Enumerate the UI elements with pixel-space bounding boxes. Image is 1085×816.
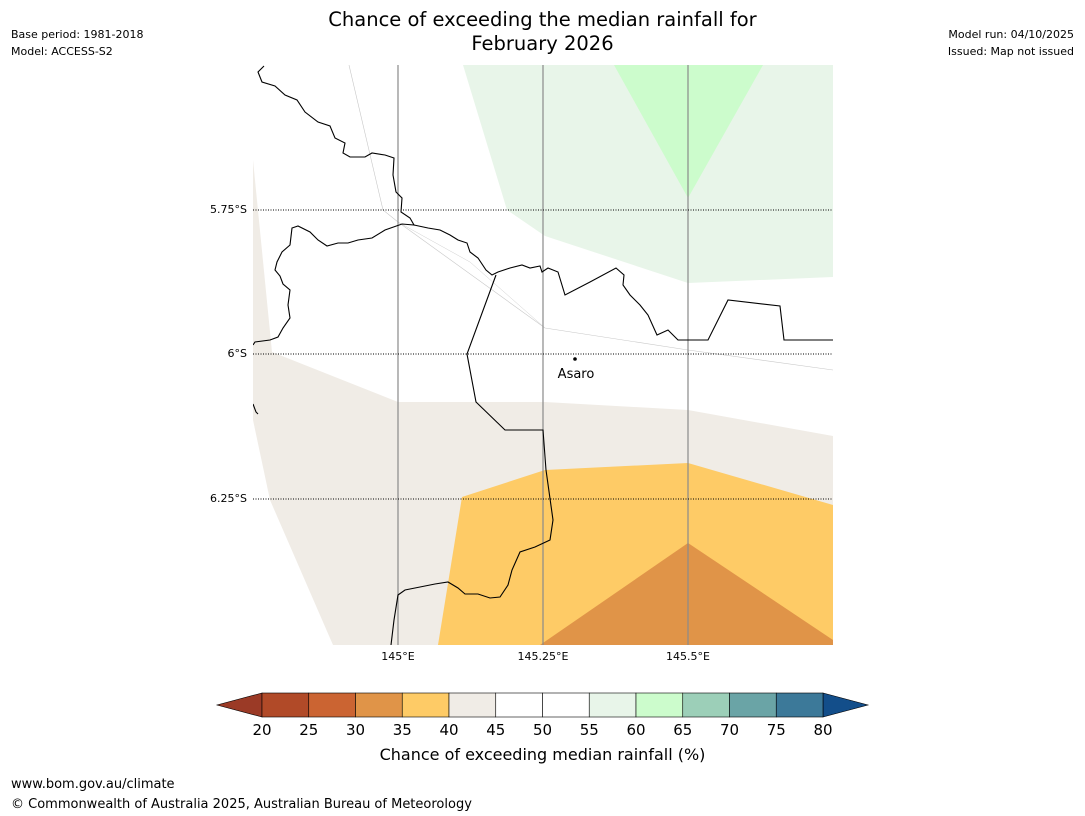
map-layers: Asaro <box>253 65 833 645</box>
colorbar-bins <box>215 692 870 718</box>
colorbar-over-arrow <box>822 692 870 718</box>
footer: www.bom.gov.au/climate © Commonwealth of… <box>11 775 472 815</box>
lon-label-145-5: 145.5°E <box>666 650 710 663</box>
colorbar-bin <box>448 692 497 718</box>
contour-line <box>397 221 546 329</box>
colorbar-tick-label: 40 <box>439 721 458 739</box>
colorbar-bin <box>261 692 310 718</box>
colorbar-tick-label: 35 <box>393 721 412 739</box>
lat-label-5-75: 5.75°S <box>210 203 247 216</box>
zone-55-60 <box>463 65 833 283</box>
colorbar-ticks: 20 25 30 35 40 45 50 55 60 65 70 75 80 <box>252 721 832 739</box>
lat-label-6: 6°S <box>228 347 247 360</box>
colorbar-bin <box>355 692 403 718</box>
colorbar-tick-label: 20 <box>252 721 271 739</box>
base-period-text: Base period: 1981-2018 <box>11 28 144 41</box>
footer-copyright: © Commonwealth of Australia 2025, Austra… <box>11 797 472 812</box>
title-line-1: Chance of exceeding the median rainfall … <box>328 8 757 31</box>
colorbar-bin <box>635 692 684 718</box>
model-run-text: Model run: 04/10/2025 <box>948 28 1074 41</box>
colorbar-bin <box>542 692 590 718</box>
colorbar-tick-label: 30 <box>346 721 365 739</box>
colorbar-bin <box>401 692 450 718</box>
metadata-left: Base period: 1981-2018 Model: ACCESS-S2 <box>11 26 143 60</box>
lat-label-6-25: 6.25°S <box>210 492 247 505</box>
footer-url: www.bom.gov.au/climate <box>11 777 175 792</box>
lon-label-145-25: 145.25°E <box>518 650 569 663</box>
colorbar-tick-label: 80 <box>813 721 832 739</box>
lon-label-145: 145°E <box>381 650 414 663</box>
province-boundary <box>390 274 554 645</box>
colorbar-bin <box>308 692 356 718</box>
colorbar-bin <box>588 692 637 718</box>
colorbar-tick-label: 25 <box>299 721 318 739</box>
province-boundary <box>413 224 833 341</box>
province-boundary <box>253 403 259 415</box>
colorbar-tick-label: 70 <box>720 721 739 739</box>
asaro-label: Asaro <box>558 367 595 382</box>
issued-text: Issued: Map not issued <box>947 45 1074 58</box>
colorbar-tick-label: 55 <box>580 721 599 739</box>
province-boundary <box>253 65 415 346</box>
colorbar-under-arrow <box>215 692 263 718</box>
colorbar-tick-label: 50 <box>533 721 552 739</box>
contour-line <box>348 65 833 371</box>
colorbar: 20 25 30 35 40 45 50 55 60 65 70 75 80 <box>215 692 870 739</box>
map-title: Chance of exceeding the median rainfall … <box>0 8 1085 56</box>
zone-30-35 <box>540 543 833 645</box>
colorbar-bin <box>729 692 777 718</box>
colorbar-tick-label: 75 <box>767 721 786 739</box>
model-text: Model: ACCESS-S2 <box>11 45 113 58</box>
colorbar-tick-label: 45 <box>486 721 505 739</box>
metadata-right: Model run: 04/10/2025 Issued: Map not is… <box>948 26 1074 60</box>
colorbar-tick-label: 60 <box>626 721 645 739</box>
asaro-marker <box>573 357 577 361</box>
colorbar-bin <box>775 692 824 718</box>
colorbar-bin <box>682 692 730 718</box>
title-line-2: February 2026 <box>471 32 614 55</box>
colorbar-bin <box>495 692 543 718</box>
colorbar-title: Chance of exceeding median rainfall (%) <box>379 745 706 764</box>
rainfall-map: Asaro 5.75°S 6°S 6.25°S 145°E 145.25°E 1… <box>210 65 833 663</box>
colorbar-tick-label: 65 <box>673 721 692 739</box>
